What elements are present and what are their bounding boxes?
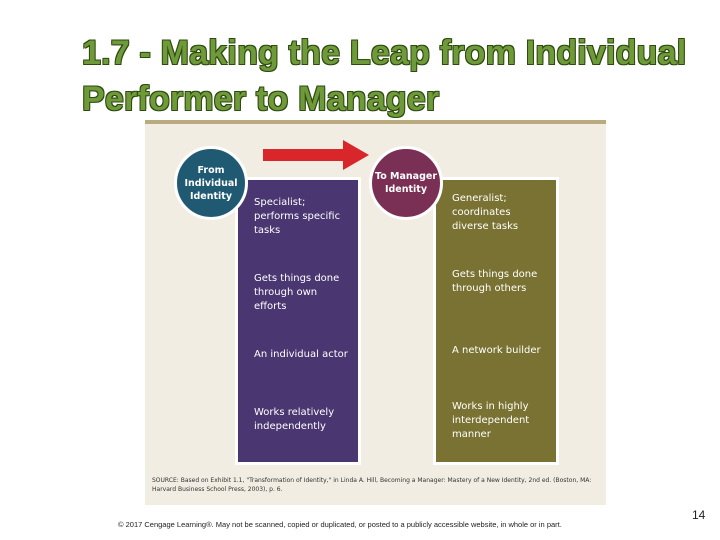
right-item: Works in highly interdependent manner xyxy=(452,401,530,440)
manager-identity-column: Generalist; coordinates diverse tasks Ge… xyxy=(433,177,559,465)
right-item: Generalist; coordinates diverse tasks xyxy=(452,193,519,232)
source-citation: SOURCE: Based on Exhibit 1.1, "Transform… xyxy=(152,477,592,493)
left-item: An individual actor xyxy=(254,349,348,360)
left-item: Specialist; performs specific tasks xyxy=(254,197,341,236)
left-item: Works relatively independently xyxy=(254,407,335,432)
right-item: Gets things done through others xyxy=(452,269,538,294)
slide-title: 1.7 - Making the Leap from Individual Pe… xyxy=(82,34,687,118)
right-arrow-icon xyxy=(263,140,369,170)
right-item: A network builder xyxy=(452,345,541,356)
from-individual-identity-circle: From Individual Identity xyxy=(174,146,248,220)
identity-transition-figure: Specialist; performs specific tasks Gets… xyxy=(145,120,606,505)
left-item: Gets things done through own efforts xyxy=(254,273,340,312)
page-number: 14 xyxy=(692,508,706,522)
individual-identity-column: Specialist; performs specific tasks Gets… xyxy=(235,177,361,465)
to-manager-identity-circle: To Manager Identity xyxy=(369,146,443,220)
copyright-notice: © 2017 Cengage Learning®. May not be sca… xyxy=(118,520,562,529)
